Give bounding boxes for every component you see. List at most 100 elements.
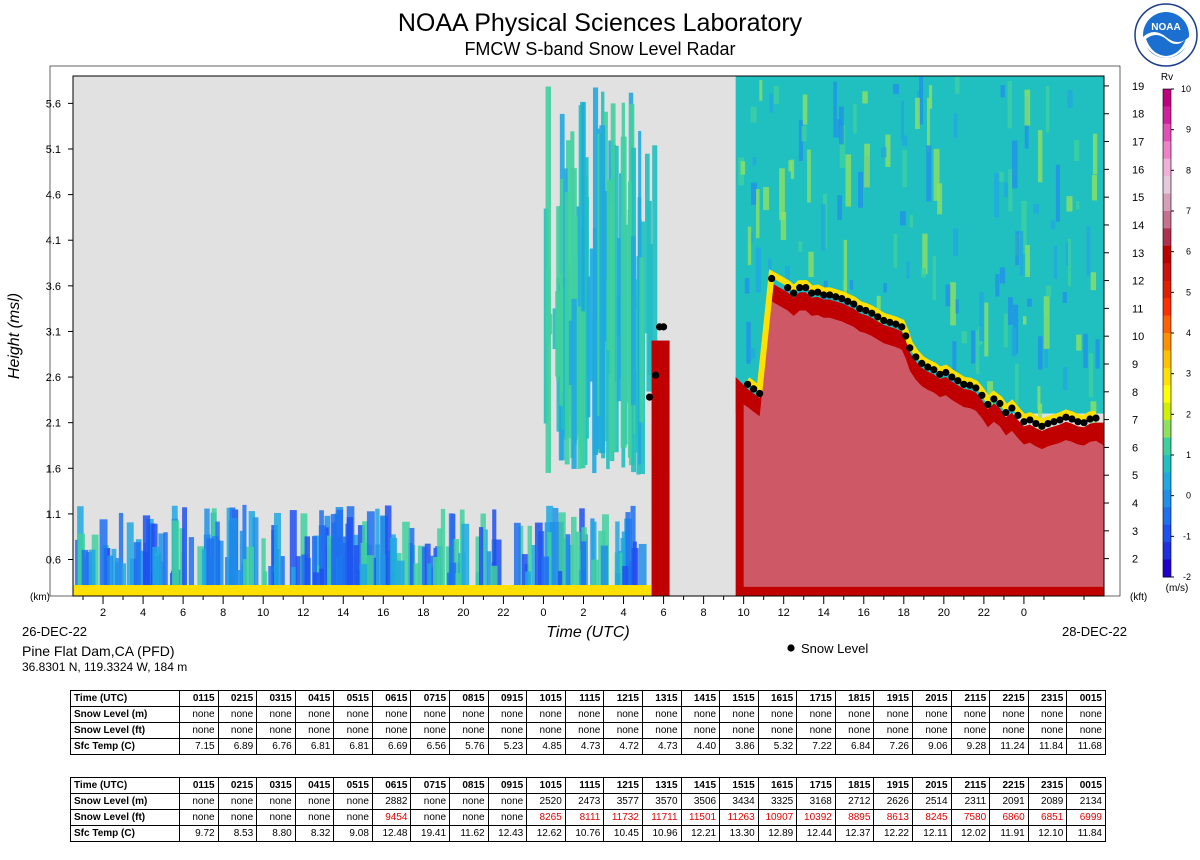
- table-cell: none: [526, 706, 566, 723]
- x-tick-label: 20: [938, 607, 950, 619]
- echo-cell: [1086, 225, 1091, 277]
- table-cell: none: [950, 706, 991, 723]
- outer-frame: [49, 65, 1121, 597]
- table-cell: 2520: [526, 793, 566, 810]
- echo-cell: [808, 251, 814, 278]
- echo-cell: [147, 523, 155, 596]
- echo-cell: [304, 536, 311, 596]
- table-cell: 6.81: [333, 738, 373, 755]
- table-cell: none: [449, 809, 489, 826]
- echo-cell: [319, 568, 324, 596]
- echo-cell: [525, 571, 531, 596]
- table-cell: 0415: [294, 690, 335, 707]
- echo-cell: [632, 541, 637, 596]
- table-row: Snow Level (ft) none none none none none none n…: [70, 722, 1106, 739]
- snow-level-point: [1092, 414, 1100, 422]
- snow-level-point: [1038, 422, 1046, 430]
- echo-cell: [837, 195, 842, 221]
- colorbar-label: Rv: [1161, 72, 1173, 83]
- table-cell: none: [680, 722, 721, 739]
- echo-cell: [752, 156, 757, 166]
- echo-cell: [107, 555, 114, 596]
- echo-cell: [172, 520, 180, 596]
- colorbar-segment: [1163, 507, 1171, 526]
- table-cell: 9.06: [911, 738, 952, 755]
- echo-cell: [937, 183, 943, 215]
- table-row: Time (UTC) 0115 0215 0315 0415 0515 0615 0715 08…: [70, 777, 1106, 794]
- snow-level-point: [826, 291, 834, 299]
- colorbar-segment: [1163, 106, 1171, 125]
- table-cell: none: [757, 706, 798, 723]
- echo-cell: [211, 536, 219, 596]
- echo-cell: [1053, 245, 1058, 279]
- snow-level-point: [832, 293, 840, 301]
- echo-cell: [893, 83, 899, 95]
- echo-cell: [591, 559, 599, 596]
- echo-cell: [558, 571, 563, 596]
- echo-cell: [513, 522, 521, 596]
- echo-cell: [953, 113, 958, 139]
- table-cell: 5.23: [487, 738, 528, 755]
- x-tick-label: 4: [140, 607, 146, 619]
- table-cell: none: [449, 793, 489, 810]
- table-cell: 4.73: [564, 738, 605, 755]
- echo-cell: [779, 168, 785, 220]
- table-cell: 8111: [564, 809, 605, 826]
- table-cell: 0515: [333, 777, 373, 794]
- table-cell: none: [603, 722, 643, 739]
- echo-cell: [922, 233, 928, 275]
- echo-cell: [252, 517, 259, 596]
- colorbar-segment: [1163, 472, 1171, 491]
- echo-cell: [584, 196, 589, 439]
- table-cell: 0115: [179, 690, 219, 707]
- echo-cell: [652, 145, 658, 344]
- table-cell: 12.44: [796, 825, 836, 842]
- snow-level-point: [930, 366, 938, 374]
- table-cell: 9454: [371, 809, 412, 826]
- echo-cell: [366, 511, 375, 596]
- colorbar-segment: [1163, 228, 1171, 247]
- echo-cell: [995, 274, 1000, 297]
- x-tick-label: 2: [100, 607, 106, 619]
- echo-cell: [575, 531, 581, 596]
- y2-tick-label: 19: [1132, 81, 1144, 93]
- table-cell: 4.85: [526, 738, 566, 755]
- echo-rain-shaft: [651, 340, 670, 596]
- table-cell: 6.81: [294, 738, 335, 755]
- echo-cell: [746, 321, 751, 364]
- echo-cell: [226, 507, 231, 596]
- snow-level-point: [850, 300, 858, 308]
- table-cell: 0915: [487, 777, 528, 794]
- echo-cell: [1023, 316, 1027, 325]
- echo-cell: [432, 556, 441, 596]
- echo-melting-layer: [745, 269, 1097, 426]
- data-table-day1: Time (UTC) 0115 0215 0315 0415 0515 0615 0715 08…: [70, 690, 1106, 755]
- echo-cell: [906, 261, 910, 279]
- echo-cell: [971, 330, 976, 364]
- snow-level-point: [808, 289, 816, 297]
- table-cell: 7.15: [179, 738, 219, 755]
- echo-cell: [143, 551, 149, 596]
- echo-cell: [883, 282, 887, 293]
- echo-cell: [820, 204, 826, 251]
- table-cell: none: [294, 793, 335, 810]
- echo-cell: [645, 153, 650, 334]
- echo-cell: [279, 556, 285, 596]
- table-cell: none: [371, 706, 412, 723]
- table-cell: 4.40: [680, 738, 721, 755]
- echo-cell: [807, 149, 811, 203]
- y2-tick-label: 18: [1132, 109, 1144, 121]
- colorbar-tick-label: -1: [1183, 531, 1191, 541]
- colorbar-segment: [1163, 402, 1171, 421]
- x-tick-label: 6: [661, 607, 667, 619]
- snow-level-point: [1020, 418, 1028, 426]
- snow-level-point: [838, 294, 846, 303]
- y2-tick-label: 11: [1132, 303, 1143, 315]
- echo-cell: [427, 563, 432, 596]
- echo-cell: [1095, 339, 1100, 369]
- echo-cell: [979, 291, 984, 342]
- echo-cell: [182, 507, 188, 596]
- table-cell: 2091: [989, 793, 1029, 810]
- table-cell: 8.32: [294, 825, 335, 842]
- table-cell: 1615: [757, 777, 798, 794]
